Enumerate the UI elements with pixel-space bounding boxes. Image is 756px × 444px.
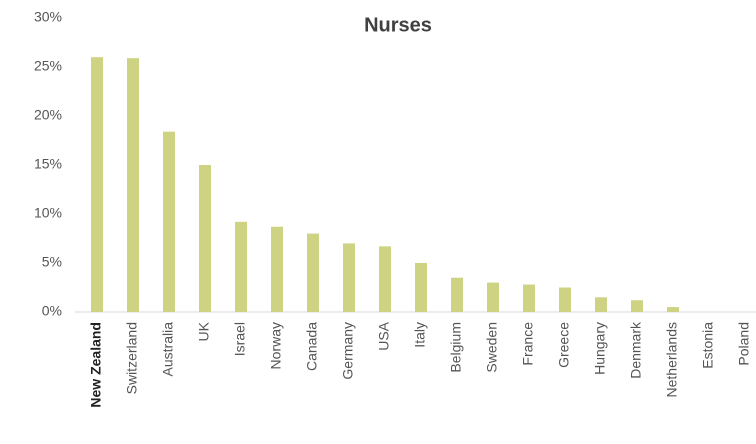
y-tick-label: 20% xyxy=(34,107,62,123)
bar xyxy=(127,58,139,313)
x-tick-label: Israel xyxy=(232,322,248,356)
x-tick-label: Sweden xyxy=(484,322,500,373)
x-tick-label: Poland xyxy=(736,322,752,366)
bar xyxy=(667,307,679,312)
y-tick-label: 15% xyxy=(34,156,62,172)
y-tick-label: 0% xyxy=(42,303,62,319)
bar xyxy=(379,246,391,312)
bar xyxy=(271,226,283,312)
bar xyxy=(559,287,571,312)
x-tick-label: USA xyxy=(376,321,392,350)
x-tick-label: Hungary xyxy=(592,322,608,375)
x-tick-label: Belgium xyxy=(448,322,464,373)
x-tick-label: New Zealand xyxy=(88,322,104,408)
x-tick-label: Germany xyxy=(340,322,356,380)
bar xyxy=(199,165,211,312)
x-tick-label: Canada xyxy=(304,322,320,371)
x-tick-label: Estonia xyxy=(700,322,716,369)
bar xyxy=(343,243,355,312)
x-tick-label: Switzerland xyxy=(124,322,140,394)
bar xyxy=(235,221,247,312)
bar xyxy=(487,282,499,312)
bar xyxy=(307,233,319,312)
bar xyxy=(163,131,175,312)
bar xyxy=(631,300,643,312)
bar xyxy=(415,263,427,312)
bar xyxy=(451,277,463,312)
bar xyxy=(595,297,607,312)
bar xyxy=(91,57,103,313)
x-tick-label: Netherlands xyxy=(664,322,680,398)
y-tick-label: 10% xyxy=(34,205,62,221)
x-tick-label: Greece xyxy=(556,322,572,368)
bar xyxy=(523,284,535,312)
chart-title: Nurses xyxy=(364,14,432,36)
x-tick-label: Italy xyxy=(412,322,428,348)
x-tick-label: Australia xyxy=(160,322,176,377)
x-tick-label: Denmark xyxy=(628,321,644,379)
x-tick-label: France xyxy=(520,322,536,366)
y-tick-label: 5% xyxy=(42,254,62,270)
x-tick-label: UK xyxy=(196,321,212,341)
y-tick-label: 25% xyxy=(34,58,62,74)
y-tick-label: 30% xyxy=(34,9,62,25)
x-tick-label: Norway xyxy=(268,322,284,369)
